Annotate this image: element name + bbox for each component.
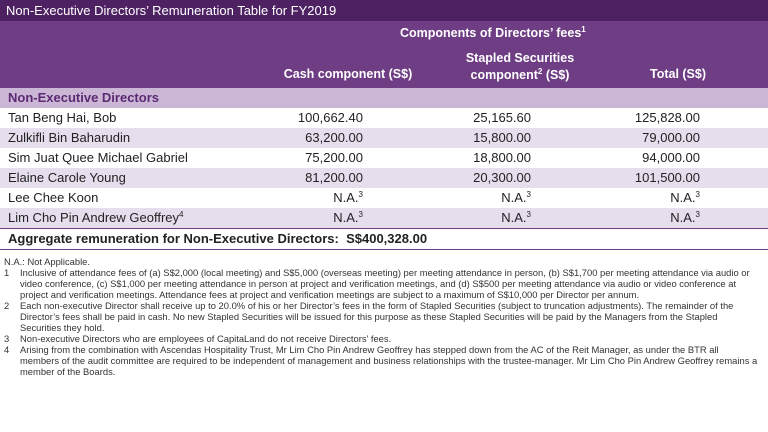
- amount: 15,800.00: [473, 130, 531, 145]
- value-cell: 75,200.00: [305, 148, 363, 168]
- footnote-marker: 4: [4, 344, 10, 355]
- footnote-ref: 4: [179, 210, 184, 219]
- footnote: 3 Non-executive Directors who are employe…: [4, 333, 760, 344]
- footnote-text: Each non-executive Director shall receiv…: [20, 300, 734, 333]
- value-cell: 100,662.40: [298, 108, 363, 128]
- table-row: Tan Beng Hai, Bob 100,662.40 25,165.60 125,…: [0, 108, 768, 128]
- aggregate-value: S$400,328.00: [346, 231, 428, 246]
- column-header-line: component2 (S$): [440, 67, 600, 84]
- amount: 125,828.00: [634, 110, 700, 125]
- value-cell: N.A.3: [670, 208, 700, 228]
- aggregate-label: Aggregate remuneration for Non-Executive…: [8, 231, 339, 246]
- footnote: 4 Arising from the combination with Ascen…: [4, 344, 760, 377]
- amount: N.A.: [501, 210, 527, 225]
- amount: 101,500.00: [634, 170, 700, 185]
- value-cell: 63,200.00: [305, 128, 363, 148]
- value-cell: 18,800.00: [473, 148, 531, 168]
- name-cell: Tan Beng Hai, Bob: [8, 108, 116, 128]
- footnote-ref: 3: [358, 210, 363, 219]
- section-title: Non-Executive Directors: [8, 90, 159, 105]
- footnote-text: Inclusive of attendance fees of (a) S$2,…: [20, 267, 750, 300]
- value-cell: 125,828.00: [635, 108, 700, 128]
- amount: N.A.: [333, 190, 359, 205]
- amount: 20,300.00: [473, 170, 531, 185]
- amount: 100,662.40: [297, 110, 363, 125]
- name-cell: Elaine Carole Young: [8, 168, 126, 188]
- footnote-ref: 3: [695, 190, 700, 199]
- value-cell: N.A.3: [333, 208, 363, 228]
- value-cell: 15,800.00: [473, 128, 531, 148]
- column-header: Stapled Securities component2 (S$): [440, 50, 600, 84]
- footnote-ref: 3: [526, 210, 531, 219]
- amount: N.A.: [670, 190, 696, 205]
- title: Non-Executive Directors’ Remuneration Ta…: [6, 3, 337, 18]
- section-header: Non-Executive Directors: [0, 88, 768, 108]
- director-name: Lim Cho Pin Andrew Geoffrey: [8, 210, 180, 225]
- column-header: Total (S$): [649, 67, 707, 81]
- table-row: Elaine Carole Young 81,200.00 20,300.00 101…: [0, 168, 768, 188]
- footnote-text: Arising from the combination with Ascend…: [20, 344, 758, 377]
- director-name: Lee Chee Koon: [8, 190, 99, 205]
- value-cell: N.A.3: [501, 188, 531, 208]
- amount: 25,165.60: [473, 110, 531, 125]
- value-cell: N.A.3: [501, 208, 531, 228]
- value-cell: N.A.3: [670, 188, 700, 208]
- amount: N.A.: [333, 210, 359, 225]
- director-name: Tan Beng Hai, Bob: [8, 110, 117, 125]
- column-header-line: Stapled Securities: [465, 51, 575, 65]
- footnote-marker: 3: [4, 333, 10, 344]
- column-header-text: (S$): [545, 68, 570, 82]
- amount: 75,200.00: [305, 150, 363, 165]
- footnote-ref: 3: [695, 210, 700, 219]
- footnotes: N.A.: Not Applicable. 1 Inclusive of atte…: [4, 256, 760, 377]
- footnote-ref: 2: [537, 67, 543, 76]
- value-cell: 81,200.00: [305, 168, 363, 188]
- table-header: Components of Directors’ fees1 Cash comp…: [0, 21, 768, 88]
- amount: N.A.: [501, 190, 527, 205]
- value-cell: 101,500.00: [635, 168, 700, 188]
- amount: 94,000.00: [642, 150, 700, 165]
- group-header-text: Components of Directors’ fees: [400, 26, 582, 40]
- director-name: Zulkifli Bin Baharudin: [8, 130, 131, 145]
- footnote-marker: 2: [4, 300, 10, 311]
- amount: 79,000.00: [642, 130, 700, 145]
- column-header-text: component: [470, 68, 538, 82]
- name-cell: Lim Cho Pin Andrew Geoffrey4: [8, 208, 183, 228]
- amount: 81,200.00: [305, 170, 363, 185]
- footnote-ref: 3: [526, 190, 531, 199]
- footnote-ref: 3: [358, 190, 363, 199]
- name-cell: Zulkifli Bin Baharudin: [8, 128, 130, 148]
- title-bar: Non-Executive Directors’ Remuneration Ta…: [0, 0, 768, 21]
- abbreviation-note: N.A.: Not Applicable.: [4, 256, 90, 267]
- footnote: 1 Inclusive of attendance fees of (a) S$2…: [4, 267, 760, 300]
- value-cell: N.A.3: [333, 188, 363, 208]
- director-name: Elaine Carole Young: [8, 170, 126, 185]
- table-row: Zulkifli Bin Baharudin 63,200.00 15,800.00…: [0, 128, 768, 148]
- group-header: Components of Directors’ fees1: [400, 26, 586, 41]
- amount: 63,200.00: [305, 130, 363, 145]
- value-cell: 25,165.60: [473, 108, 531, 128]
- table-row: Sim Juat Quee Michael Gabriel 75,200.00 18…: [0, 148, 768, 168]
- table-row: Lim Cho Pin Andrew Geoffrey4 N.A.3 N.A.3 N.…: [0, 208, 768, 228]
- director-name: Sim Juat Quee Michael Gabriel: [8, 150, 188, 165]
- footnote: 2 Each non-executive Director shall recei…: [4, 300, 760, 333]
- amount: N.A.: [670, 210, 696, 225]
- value-cell: 20,300.00: [473, 168, 531, 188]
- column-header: Cash component (S$): [283, 67, 413, 81]
- footnote-text: Non-executive Directors who are employee…: [20, 333, 392, 344]
- value-cell: 79,000.00: [642, 128, 700, 148]
- footnote-ref: 1: [581, 25, 586, 34]
- amount: 18,800.00: [473, 150, 531, 165]
- aggregate-row: Aggregate remuneration for Non-Executive…: [0, 228, 768, 250]
- table-row: Lee Chee Koon N.A.3 N.A.3 N.A.3: [0, 188, 768, 208]
- value-cell: 94,000.00: [642, 148, 700, 168]
- name-cell: Sim Juat Quee Michael Gabriel: [8, 148, 188, 168]
- name-cell: Lee Chee Koon: [8, 188, 98, 208]
- footnote-marker: 1: [4, 267, 10, 278]
